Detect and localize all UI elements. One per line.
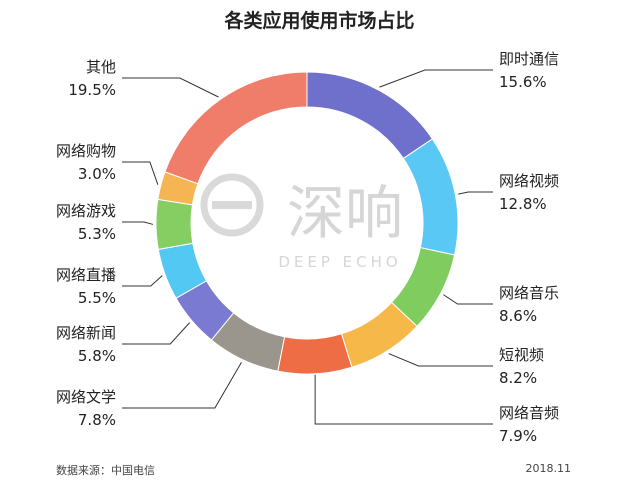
leader-line (122, 161, 159, 185)
slice-value-label: 5.5% (78, 289, 116, 307)
slice-value-label: 5.3% (78, 225, 116, 243)
watermark-text: 深响 (287, 179, 403, 247)
leader-line (122, 77, 219, 98)
slice-label: 网络音频 (499, 404, 559, 422)
slice-label: 网络文学 (56, 388, 116, 406)
date-note: 2018.11 (525, 462, 572, 475)
leader-line (379, 69, 493, 88)
slice-value-label: 7.9% (499, 427, 537, 445)
slice-label: 其他 (86, 58, 116, 76)
watermark-logo-bar (212, 201, 252, 209)
slice-label: 网络游戏 (56, 202, 116, 220)
leader-line (458, 191, 493, 195)
leader-line (388, 353, 493, 367)
slice-2 (402, 138, 459, 256)
leader-line (122, 221, 154, 225)
leader-line (443, 294, 493, 305)
slice-value-label: 15.6% (499, 73, 547, 91)
leader-line (122, 275, 163, 287)
leader-line (314, 374, 493, 425)
slice-label: 网络音乐 (499, 284, 559, 302)
slice-label: 网络直播 (56, 266, 116, 284)
slice-5 (277, 333, 353, 375)
watermark-logo-icon (200, 173, 264, 237)
slice-value-label: 3.0% (78, 165, 116, 183)
chart-title: 各类应用使用市场占比 (224, 10, 415, 32)
slice-label: 即时通信 (499, 50, 559, 68)
slice-label: 网络新闻 (56, 324, 116, 342)
watermark-subtext: DEEP ECHO (278, 253, 401, 271)
slice-11 (164, 71, 308, 185)
slice-label: 网络视频 (499, 172, 559, 190)
slice-value-label: 8.2% (499, 369, 537, 387)
watermark: 深响 DEEP ECHO (200, 173, 403, 271)
source-note: 数据来源：中国电信 (56, 464, 155, 477)
slice-1 (306, 71, 434, 160)
slice-value-label: 8.6% (499, 307, 537, 325)
slice-value-label: 5.8% (78, 347, 116, 365)
slice-9 (155, 198, 194, 251)
leader-line (122, 362, 242, 409)
slice-label: 网络购物 (56, 142, 116, 160)
slice-label: 短视频 (499, 346, 544, 364)
slice-value-label: 12.8% (499, 195, 547, 213)
slice-value-label: 7.8% (78, 411, 116, 429)
leader-line (122, 322, 190, 345)
slice-value-label: 19.5% (68, 81, 116, 99)
